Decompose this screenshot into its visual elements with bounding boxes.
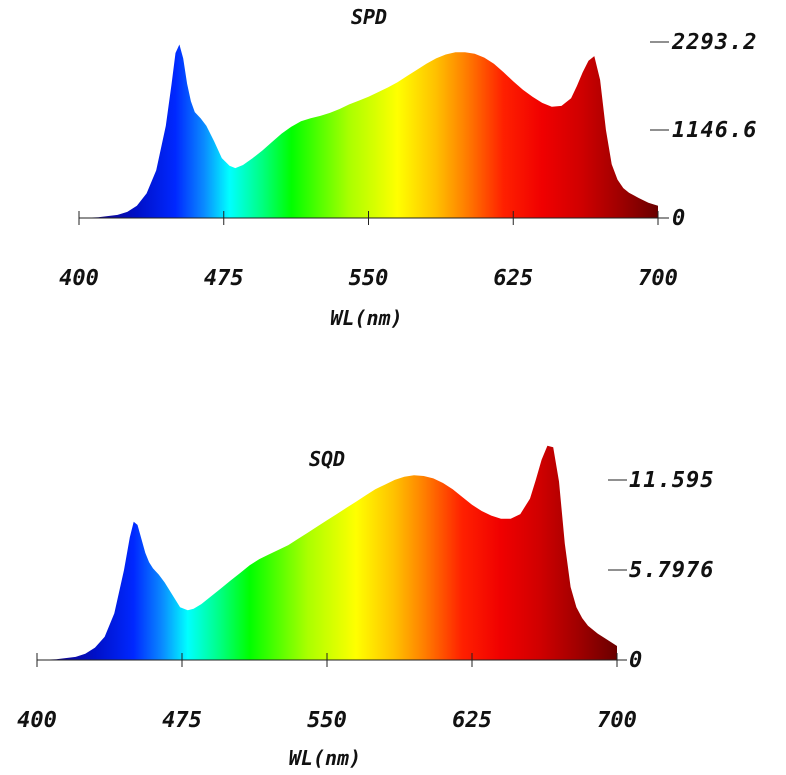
x-tick-label: 550 <box>307 708 347 733</box>
x-tick-label: 400 <box>59 266 99 291</box>
x-tick-label: 625 <box>493 266 533 291</box>
chart-title: SQD <box>309 447 345 471</box>
spectrum-area <box>37 445 617 660</box>
y-tick-label: 5.7976 <box>629 558 714 583</box>
x-tick-label: 700 <box>638 266 678 291</box>
y-tick-label: 0 <box>672 206 686 231</box>
x-axis-label: WL(nm) <box>289 746 361 770</box>
x-tick-label: 700 <box>597 708 637 733</box>
y-tick-label: 0 <box>629 648 643 673</box>
x-tick-label: 475 <box>204 266 244 291</box>
x-axis-label: WL(nm) <box>330 306 402 330</box>
x-tick-label: 475 <box>162 708 202 733</box>
y-tick-label: 2293.2 <box>671 30 757 55</box>
chart-panel-1: 400 475 550 625 700 0 1146.6 2293.2 SPD WL(nm) <box>59 5 757 330</box>
x-tick-label: 400 <box>17 708 57 733</box>
chart-panel-2: 400 475 550 625 700 0 5.7976 11.595 SQD WL(nm) <box>17 445 714 770</box>
x-tick-label: 550 <box>349 266 389 291</box>
x-tick-label: 625 <box>452 708 492 733</box>
chart-title: SPD <box>351 5 387 29</box>
spectrum-area <box>79 44 658 218</box>
y-tick-label: 1146.6 <box>672 118 757 143</box>
y-tick-label: 11.595 <box>629 468 714 493</box>
